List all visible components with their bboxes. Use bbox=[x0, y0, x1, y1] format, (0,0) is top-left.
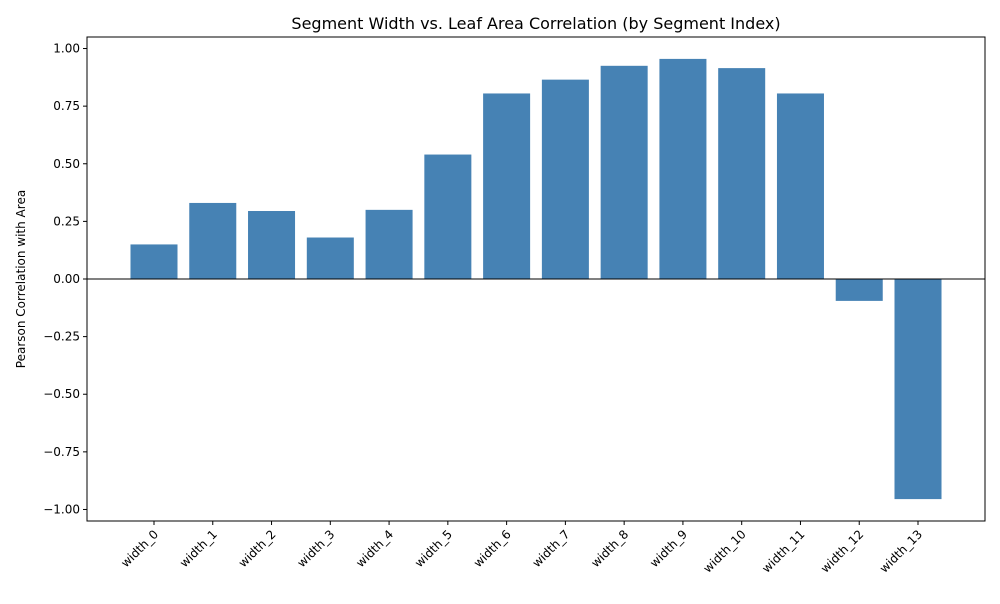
bar-width_11 bbox=[776, 93, 824, 279]
bar-width_4 bbox=[365, 209, 413, 279]
y-tick-label: −1.00 bbox=[43, 502, 80, 516]
y-tick-label: −0.50 bbox=[43, 387, 80, 401]
x-tick-label-width_5: width_5 bbox=[412, 527, 455, 570]
y-axis-label: Pearson Correlation with Area bbox=[14, 190, 28, 368]
x-tick-label-width_1: width_1 bbox=[177, 527, 220, 570]
x-tick-label-width_8: width_8 bbox=[588, 527, 631, 570]
bar-width_5 bbox=[424, 154, 472, 279]
x-tick-label-width_9: width_9 bbox=[647, 527, 690, 570]
bar-width_7 bbox=[541, 79, 589, 279]
bar-width_12 bbox=[835, 279, 883, 301]
y-tick-label: −0.25 bbox=[43, 330, 80, 344]
y-tick-label: 0.50 bbox=[53, 157, 80, 171]
bar-width_6 bbox=[483, 93, 531, 279]
bar-width_13 bbox=[894, 279, 942, 500]
bar-width_9 bbox=[659, 58, 707, 280]
bar-width_1 bbox=[189, 202, 237, 279]
x-tick-label-width_13: width_13 bbox=[877, 527, 925, 575]
x-tick-label-width_12: width_12 bbox=[818, 527, 866, 575]
bar-width_10 bbox=[718, 68, 766, 279]
x-tick-label-width_2: width_2 bbox=[236, 527, 279, 570]
chart-title: Segment Width vs. Leaf Area Correlation … bbox=[291, 14, 780, 33]
x-tick-label-width_7: width_7 bbox=[530, 527, 573, 570]
y-tick-label: 0.75 bbox=[53, 99, 80, 113]
y-tick-label: −0.75 bbox=[43, 445, 80, 459]
x-tick-label-width_3: width_3 bbox=[294, 527, 337, 570]
y-tick-label: 1.00 bbox=[53, 42, 80, 56]
bar-width_0 bbox=[130, 244, 178, 279]
x-tick-label-width_4: width_4 bbox=[353, 527, 396, 570]
x-axis-ticks: width_0 width_1 width_2 width_3 width_4 width… bbox=[118, 521, 925, 576]
x-tick-label-width_10: width_10 bbox=[700, 527, 748, 575]
bar-width_2 bbox=[248, 211, 296, 279]
bar-width_8 bbox=[600, 65, 648, 279]
bars-layer bbox=[130, 58, 942, 500]
y-axis-ticks: 1.00 0.75 0.50 0.25 0.00 −0.25 −0.50 −0.75 −1.00 bbox=[43, 42, 87, 516]
y-tick-label: 0.00 bbox=[53, 272, 80, 286]
bar-width_3 bbox=[306, 237, 354, 279]
x-tick-label-width_0: width_0 bbox=[118, 527, 161, 570]
y-tick-label: 0.25 bbox=[53, 214, 80, 228]
plot-frame bbox=[86, 36, 986, 522]
x-tick-label-width_11: width_11 bbox=[759, 527, 807, 575]
x-tick-label-width_6: width_6 bbox=[471, 527, 514, 570]
